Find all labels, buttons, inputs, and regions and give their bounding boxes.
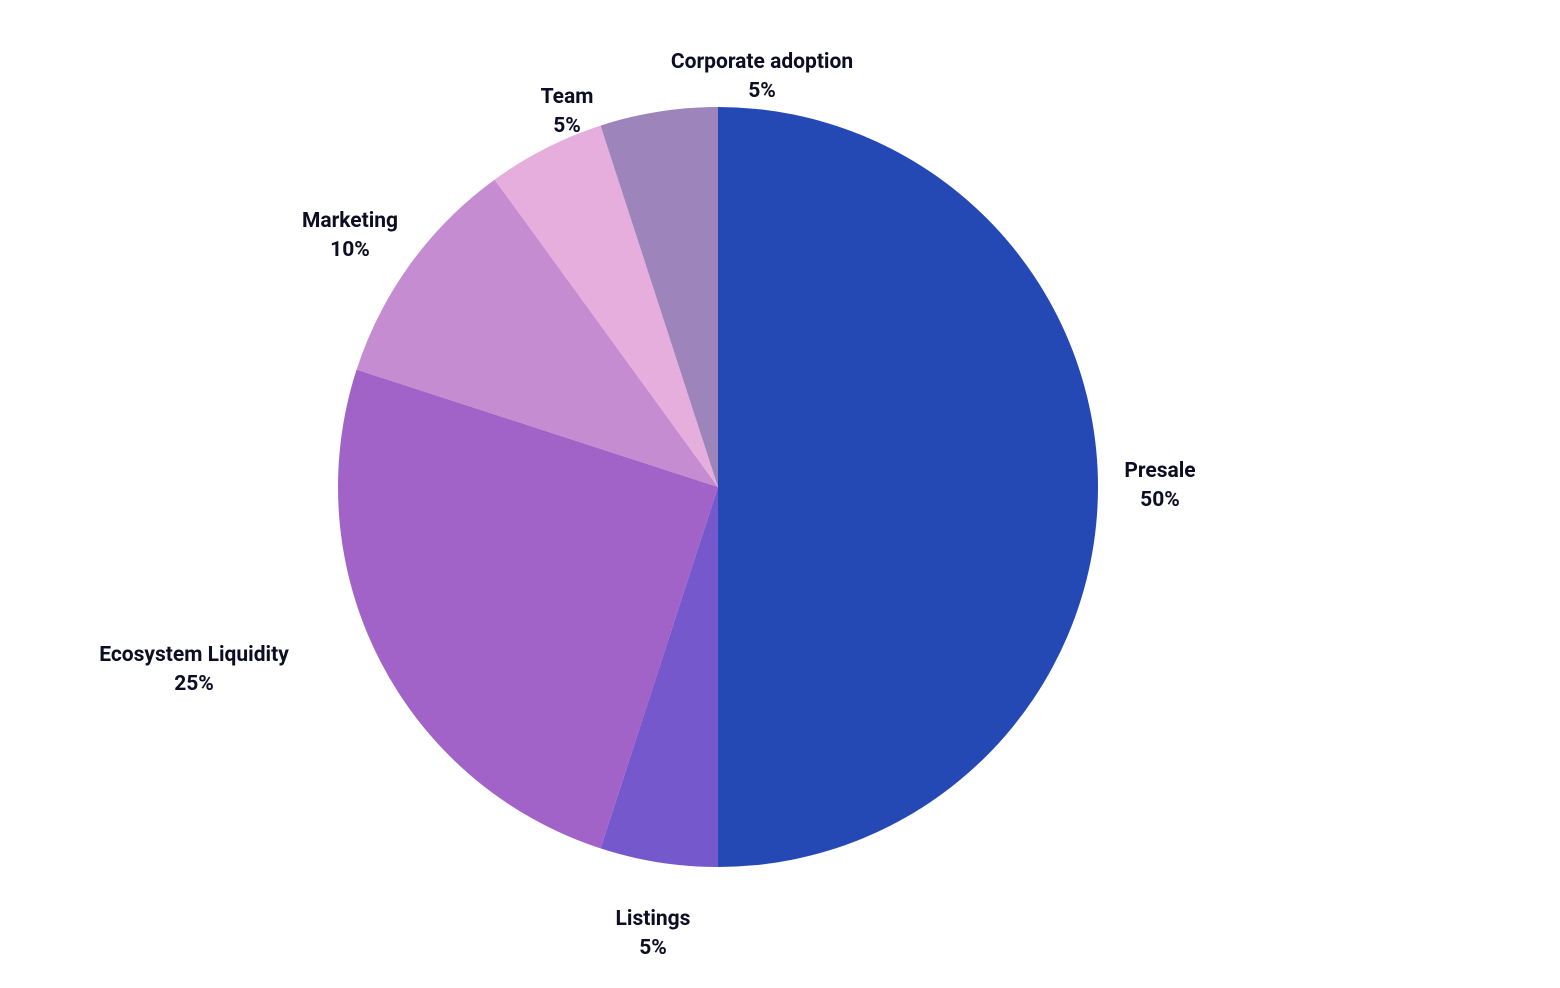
pie-chart-container: Presale50%Listings5%Ecosystem Liquidity2… xyxy=(0,0,1560,988)
slice-label-value: 5% xyxy=(616,934,691,963)
slice-label-value: 5% xyxy=(541,112,594,141)
slice-label-name: Ecosystem Liquidity xyxy=(99,641,289,670)
slice-label-name: Team xyxy=(541,83,594,112)
pie-chart-svg xyxy=(0,0,1560,988)
slice-label-listings: Listings5% xyxy=(616,905,691,964)
slice-label-name: Listings xyxy=(616,905,691,934)
slice-label-presale: Presale50% xyxy=(1124,457,1195,516)
slice-label-ecosystem-liquidity: Ecosystem Liquidity25% xyxy=(99,641,289,700)
slice-label-team: Team5% xyxy=(541,83,594,142)
slice-label-marketing: Marketing10% xyxy=(302,207,398,266)
slice-label-value: 25% xyxy=(99,670,289,699)
slice-label-name: Presale xyxy=(1124,457,1195,486)
slice-label-name: Corporate adoption xyxy=(671,48,853,77)
slice-label-name: Marketing xyxy=(302,207,398,236)
slice-label-corporate-adoption: Corporate adoption5% xyxy=(671,48,853,107)
pie-slice-presale xyxy=(718,107,1098,867)
slice-label-value: 10% xyxy=(302,236,398,265)
slice-label-value: 5% xyxy=(671,77,853,106)
slice-label-value: 50% xyxy=(1124,486,1195,515)
